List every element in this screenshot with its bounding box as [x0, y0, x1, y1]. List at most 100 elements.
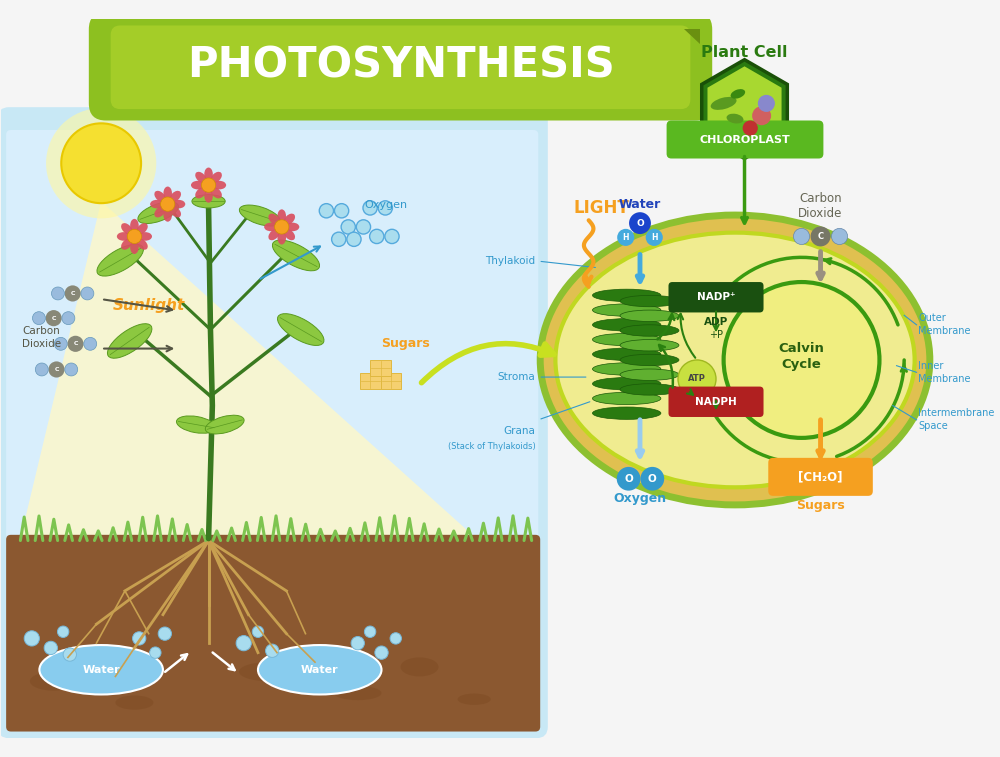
Ellipse shape [555, 232, 915, 488]
Text: Oxygen: Oxygen [364, 200, 408, 210]
Ellipse shape [711, 97, 737, 110]
Ellipse shape [277, 231, 286, 245]
Circle shape [347, 232, 361, 247]
FancyBboxPatch shape [370, 360, 391, 376]
Ellipse shape [277, 210, 286, 223]
Ellipse shape [592, 289, 661, 301]
Circle shape [266, 644, 279, 657]
Ellipse shape [620, 310, 679, 322]
Ellipse shape [286, 223, 299, 231]
Text: Dioxide: Dioxide [798, 207, 843, 220]
Ellipse shape [121, 223, 132, 235]
Ellipse shape [592, 378, 661, 390]
Circle shape [67, 336, 84, 352]
Text: Space: Space [918, 422, 948, 431]
FancyBboxPatch shape [360, 373, 381, 389]
Circle shape [752, 106, 771, 125]
Circle shape [275, 220, 289, 234]
Text: C: C [817, 232, 824, 241]
Text: ADP: ADP [704, 317, 728, 327]
Circle shape [646, 229, 663, 246]
Ellipse shape [213, 181, 226, 189]
Ellipse shape [130, 219, 139, 232]
Circle shape [743, 120, 758, 136]
Ellipse shape [205, 416, 244, 434]
Text: NADPH: NADPH [695, 397, 737, 407]
Ellipse shape [592, 319, 661, 331]
FancyBboxPatch shape [667, 120, 823, 158]
Ellipse shape [239, 662, 296, 681]
Ellipse shape [163, 186, 172, 200]
Circle shape [629, 212, 651, 234]
Circle shape [63, 648, 76, 661]
Text: Sunlight: Sunlight [113, 298, 185, 313]
Circle shape [46, 108, 156, 218]
Text: C: C [70, 291, 75, 296]
Circle shape [54, 338, 67, 350]
Text: Stroma: Stroma [498, 372, 535, 382]
FancyBboxPatch shape [6, 130, 538, 548]
Ellipse shape [150, 200, 163, 208]
Text: ATP: ATP [688, 375, 706, 384]
Text: [CH₂O]: [CH₂O] [798, 470, 843, 484]
FancyBboxPatch shape [668, 282, 764, 313]
Text: H: H [651, 233, 657, 242]
Circle shape [150, 647, 161, 659]
Ellipse shape [172, 200, 185, 208]
Ellipse shape [138, 202, 178, 223]
Text: Calvin
Cycle: Calvin Cycle [779, 341, 824, 371]
Circle shape [201, 178, 216, 192]
Ellipse shape [540, 215, 930, 505]
Text: Carbon
Dioxide: Carbon Dioxide [22, 326, 61, 349]
Text: Plant Cell: Plant Cell [701, 45, 788, 60]
Circle shape [375, 646, 388, 659]
Circle shape [51, 287, 64, 300]
Circle shape [678, 360, 716, 398]
Text: Membrane: Membrane [918, 326, 971, 336]
FancyBboxPatch shape [111, 26, 690, 109]
Ellipse shape [191, 181, 204, 189]
Text: Membrane: Membrane [918, 374, 971, 384]
Circle shape [351, 637, 364, 650]
Ellipse shape [620, 384, 679, 395]
Text: LIGHT: LIGHT [573, 199, 629, 217]
Circle shape [133, 632, 146, 645]
Circle shape [236, 636, 251, 651]
Ellipse shape [731, 89, 745, 98]
Ellipse shape [592, 392, 661, 405]
Ellipse shape [620, 340, 679, 351]
Ellipse shape [284, 213, 295, 225]
Ellipse shape [137, 238, 148, 250]
Text: Grana: Grana [504, 426, 535, 437]
Polygon shape [707, 67, 782, 152]
Circle shape [332, 232, 346, 247]
Circle shape [811, 226, 831, 247]
Circle shape [84, 338, 97, 350]
FancyBboxPatch shape [6, 535, 540, 731]
Ellipse shape [107, 324, 152, 358]
Text: Carbon: Carbon [799, 192, 842, 205]
FancyBboxPatch shape [89, 12, 712, 120]
Ellipse shape [130, 241, 139, 254]
Text: NADP⁺: NADP⁺ [697, 292, 735, 302]
Circle shape [48, 361, 65, 378]
Ellipse shape [620, 295, 679, 307]
Ellipse shape [278, 313, 324, 345]
Ellipse shape [204, 189, 213, 203]
Circle shape [44, 641, 57, 655]
Ellipse shape [592, 407, 661, 419]
Text: O: O [636, 219, 644, 228]
Ellipse shape [97, 245, 143, 276]
Ellipse shape [154, 206, 166, 217]
Ellipse shape [211, 172, 222, 183]
Circle shape [61, 123, 141, 203]
Ellipse shape [620, 369, 679, 381]
Ellipse shape [30, 671, 77, 690]
Ellipse shape [264, 223, 277, 231]
Text: C: C [51, 316, 56, 321]
Circle shape [127, 229, 142, 244]
Circle shape [617, 229, 634, 246]
Ellipse shape [268, 213, 280, 225]
Text: Sugars: Sugars [796, 499, 845, 512]
Ellipse shape [239, 205, 280, 226]
